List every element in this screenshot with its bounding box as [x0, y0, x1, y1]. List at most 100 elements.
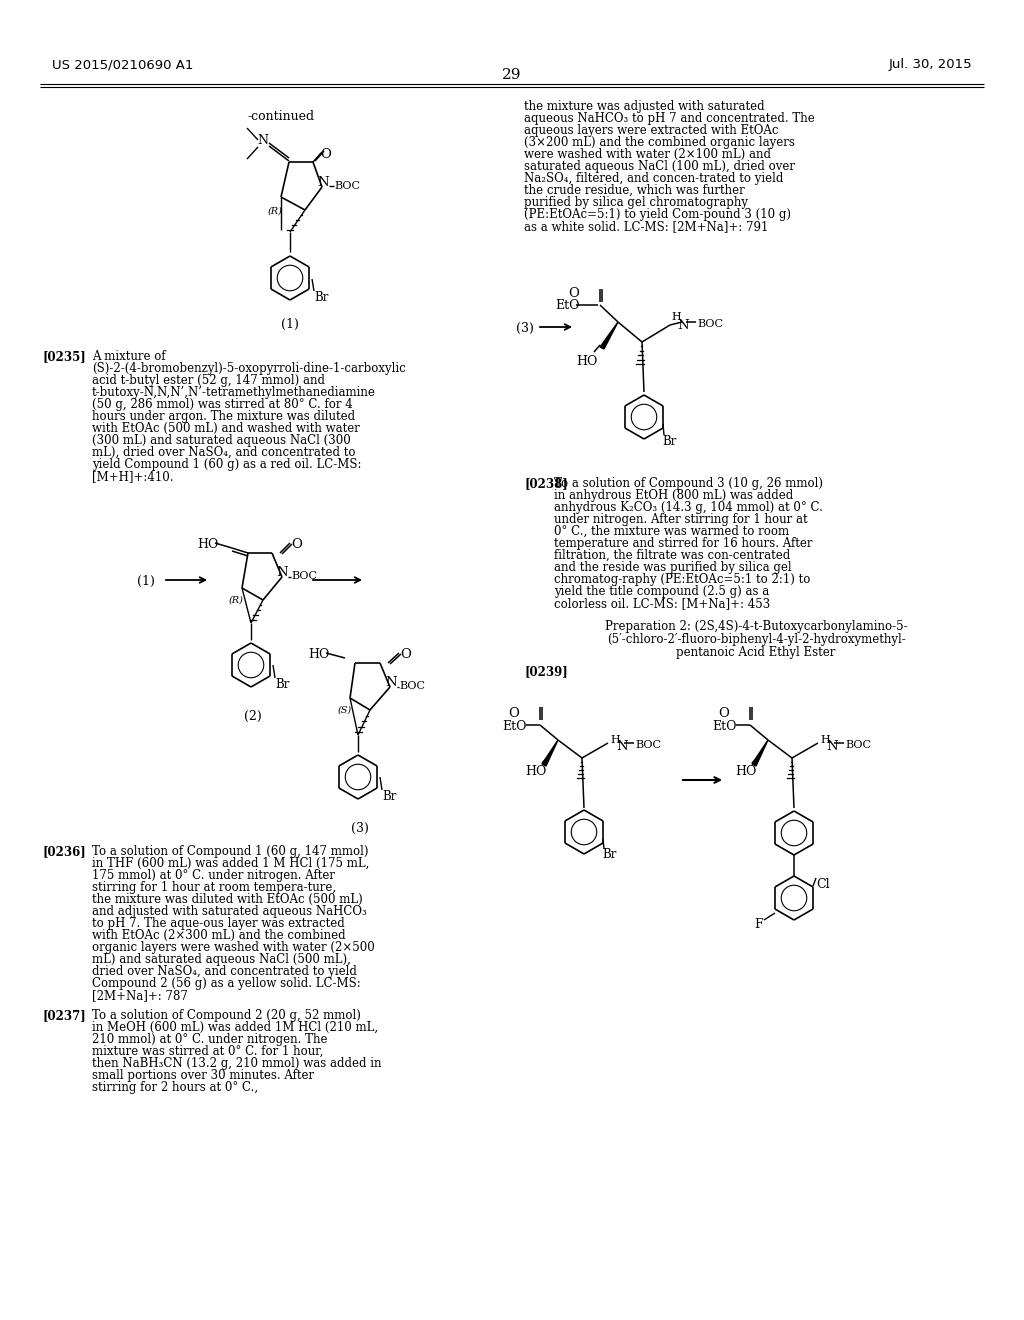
Text: N: N [677, 319, 688, 333]
Text: anhydrous K₂CO₃ (14.3 g, 104 mmol) at 0° C.: anhydrous K₂CO₃ (14.3 g, 104 mmol) at 0°… [554, 502, 823, 513]
Text: (3): (3) [516, 322, 534, 335]
Text: BOC: BOC [635, 741, 662, 750]
Text: N: N [385, 676, 397, 689]
Text: (PE:EtOAc=5:1) to yield Com-pound 3 (10 g): (PE:EtOAc=5:1) to yield Com-pound 3 (10 … [524, 209, 791, 220]
Text: H: H [671, 312, 681, 322]
Text: EtO: EtO [712, 719, 736, 733]
Text: filtration, the filtrate was con-centrated: filtration, the filtrate was con-centrat… [554, 549, 791, 562]
Text: N: N [276, 566, 288, 579]
Text: Compound 2 (56 g) as a yellow solid. LC-MS:: Compound 2 (56 g) as a yellow solid. LC-… [92, 977, 360, 990]
Text: [0239]: [0239] [524, 665, 567, 678]
Text: HO: HO [575, 355, 597, 368]
Text: EtO: EtO [502, 719, 526, 733]
Text: [M+H]+:410.: [M+H]+:410. [92, 470, 173, 483]
Text: colorless oil. LC-MS: [M+Na]+: 453: colorless oil. LC-MS: [M+Na]+: 453 [554, 597, 770, 610]
Text: (3×200 mL) and the combined organic layers: (3×200 mL) and the combined organic laye… [524, 136, 795, 149]
Text: the crude residue, which was further: the crude residue, which was further [524, 183, 744, 197]
Text: [2M+Na]+: 787: [2M+Na]+: 787 [92, 989, 187, 1002]
Text: 0° C., the mixture was warmed to room: 0° C., the mixture was warmed to room [554, 525, 790, 539]
Text: and the reside was purified by silica gel: and the reside was purified by silica ge… [554, 561, 792, 574]
Text: in anhydrous EtOH (800 mL) was added: in anhydrous EtOH (800 mL) was added [554, 488, 794, 502]
Text: (3): (3) [351, 822, 369, 836]
Text: mL), dried over NaSO₄, and concentrated to: mL), dried over NaSO₄, and concentrated … [92, 446, 355, 459]
Text: with EtOAc (2×300 mL) and the combined: with EtOAc (2×300 mL) and the combined [92, 929, 346, 942]
Text: BOC: BOC [291, 572, 317, 581]
Text: BOC: BOC [845, 741, 871, 750]
Text: (300 mL) and saturated aqueous NaCl (300: (300 mL) and saturated aqueous NaCl (300 [92, 434, 351, 447]
Text: (2): (2) [244, 710, 262, 723]
Text: (S)-2-(4-bromobenzyl)-5-oxopyrroli-dine-1-carboxylic: (S)-2-(4-bromobenzyl)-5-oxopyrroli-dine-… [92, 362, 406, 375]
Text: H: H [820, 735, 829, 744]
Text: the mixture was diluted with EtOAc (500 mL): the mixture was diluted with EtOAc (500 … [92, 894, 362, 906]
Text: [0235]: [0235] [42, 350, 86, 363]
Polygon shape [542, 741, 558, 766]
Text: (1): (1) [281, 318, 299, 331]
Text: O: O [291, 539, 302, 550]
Text: To a solution of Compound 2 (20 g, 52 mmol): To a solution of Compound 2 (20 g, 52 mm… [92, 1008, 360, 1022]
Text: stirring for 2 hours at 0° C.,: stirring for 2 hours at 0° C., [92, 1081, 258, 1094]
Text: Cl: Cl [816, 878, 829, 891]
Text: O: O [718, 708, 729, 719]
Text: 29: 29 [502, 69, 522, 82]
Text: Br: Br [275, 678, 290, 690]
Text: Na₂SO₄, filtered, and concen-trated to yield: Na₂SO₄, filtered, and concen-trated to y… [524, 172, 783, 185]
Text: O: O [400, 648, 411, 661]
Text: O: O [319, 148, 331, 161]
Text: were washed with water (2×100 mL) and: were washed with water (2×100 mL) and [524, 148, 771, 161]
Text: To a solution of Compound 1 (60 g, 147 mmol): To a solution of Compound 1 (60 g, 147 m… [92, 845, 369, 858]
Text: Br: Br [314, 290, 329, 304]
Text: EtO: EtO [555, 300, 580, 312]
Text: H: H [610, 735, 620, 744]
Text: (R): (R) [229, 597, 244, 605]
Text: with EtOAc (500 mL) and washed with water: with EtOAc (500 mL) and washed with wate… [92, 422, 359, 436]
Text: 175 mmol) at 0° C. under nitrogen. After: 175 mmol) at 0° C. under nitrogen. After [92, 869, 335, 882]
Text: (1): (1) [137, 576, 155, 587]
Text: N: N [317, 177, 329, 190]
Text: chromatog-raphy (PE:EtOAc=5:1 to 2:1) to: chromatog-raphy (PE:EtOAc=5:1 to 2:1) to [554, 573, 810, 586]
Text: then NaBH₃CN (13.2 g, 210 mmol) was added in: then NaBH₃CN (13.2 g, 210 mmol) was adde… [92, 1057, 382, 1071]
Text: aqueous NaHCO₃ to pH 7 and concentrated. The: aqueous NaHCO₃ to pH 7 and concentrated.… [524, 112, 815, 125]
Text: N: N [826, 741, 838, 752]
Text: Jul. 30, 2015: Jul. 30, 2015 [889, 58, 972, 71]
Text: Br: Br [662, 436, 677, 447]
Text: yield Compound 1 (60 g) as a red oil. LC-MS:: yield Compound 1 (60 g) as a red oil. LC… [92, 458, 361, 471]
Text: pentanoic Acid Ethyl Ester: pentanoic Acid Ethyl Ester [676, 645, 836, 659]
Text: Br: Br [602, 847, 616, 861]
Text: yield the title compound (2.5 g) as a: yield the title compound (2.5 g) as a [554, 585, 769, 598]
Text: (5′-chloro-2′-fluoro-biphenyl-4-yl-2-hydroxymethyl-: (5′-chloro-2′-fluoro-biphenyl-4-yl-2-hyd… [606, 634, 905, 645]
Text: to pH 7. The aque-ous layer was extracted: to pH 7. The aque-ous layer was extracte… [92, 917, 345, 931]
Text: [0237]: [0237] [42, 1008, 86, 1022]
Text: and adjusted with saturated aqueous NaHCO₃: and adjusted with saturated aqueous NaHC… [92, 906, 367, 917]
Text: temperature and stirred for 16 hours. After: temperature and stirred for 16 hours. Af… [554, 537, 812, 550]
Text: HO: HO [197, 539, 218, 550]
Text: Br: Br [382, 789, 396, 803]
Text: as a white solid. LC-MS: [2M+Na]+: 791: as a white solid. LC-MS: [2M+Na]+: 791 [524, 220, 768, 234]
Text: the mixture was adjusted with saturated: the mixture was adjusted with saturated [524, 100, 765, 114]
Text: t-butoxy-N,N,N’,N’-tetramethylmethanediamine: t-butoxy-N,N,N’,N’-tetramethylmethanedia… [92, 385, 376, 399]
Text: N: N [257, 133, 268, 147]
Text: US 2015/0210690 A1: US 2015/0210690 A1 [52, 58, 194, 71]
Polygon shape [752, 741, 768, 766]
Text: (50 g, 286 mmol) was stirred at 80° C. for 4: (50 g, 286 mmol) was stirred at 80° C. f… [92, 399, 352, 411]
Text: (R): (R) [268, 207, 283, 216]
Text: BOC: BOC [399, 681, 425, 690]
Text: [0238]: [0238] [524, 477, 567, 490]
Text: HO: HO [308, 648, 330, 661]
Text: 210 mmol) at 0° C. under nitrogen. The: 210 mmol) at 0° C. under nitrogen. The [92, 1034, 328, 1045]
Text: [0236]: [0236] [42, 845, 86, 858]
Text: (S): (S) [338, 706, 352, 715]
Text: in THF (600 mL) was added 1 M HCl (175 mL,: in THF (600 mL) was added 1 M HCl (175 m… [92, 857, 370, 870]
Polygon shape [600, 322, 618, 348]
Text: F: F [754, 917, 763, 931]
Text: dried over NaSO₄, and concentrated to yield: dried over NaSO₄, and concentrated to yi… [92, 965, 357, 978]
Text: HO: HO [525, 766, 547, 777]
Text: in MeOH (600 mL) was added 1M HCl (210 mL,: in MeOH (600 mL) was added 1M HCl (210 m… [92, 1020, 378, 1034]
Text: mL) and saturated aqueous NaCl (500 mL),: mL) and saturated aqueous NaCl (500 mL), [92, 953, 351, 966]
Text: aqueous layers were extracted with EtOAc: aqueous layers were extracted with EtOAc [524, 124, 778, 137]
Text: mixture was stirred at 0° C. for 1 hour,: mixture was stirred at 0° C. for 1 hour, [92, 1045, 324, 1059]
Text: acid t-butyl ester (52 g, 147 mmol) and: acid t-butyl ester (52 g, 147 mmol) and [92, 374, 325, 387]
Text: saturated aqueous NaCl (100 mL), dried over: saturated aqueous NaCl (100 mL), dried o… [524, 160, 795, 173]
Text: small portions over 30 minutes. After: small portions over 30 minutes. After [92, 1069, 314, 1082]
Text: A mixture of: A mixture of [92, 350, 166, 363]
Text: HO: HO [735, 766, 757, 777]
